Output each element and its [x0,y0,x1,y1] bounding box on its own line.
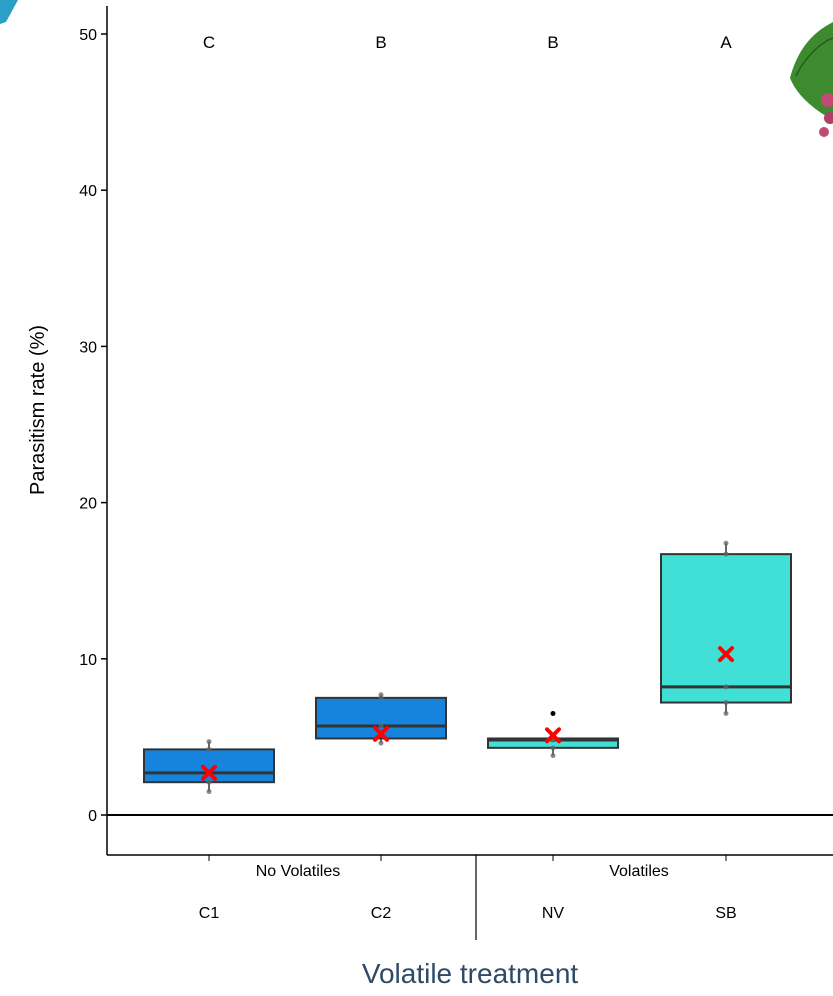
plant-image [790,22,833,137]
mean-marker-stroke [718,646,734,663]
data-point [206,789,212,795]
x-category-label: SB [715,905,736,922]
y-tick-label: 50 [79,27,97,44]
data-point [378,692,384,698]
data-point [206,739,212,745]
mean-marker [373,725,389,742]
y-axis-label: Parasitism rate (%) [27,325,49,495]
x-group-label: Volatiles [609,863,669,880]
data-point [550,745,556,751]
significance-letter: C [203,33,215,52]
mean-marker-stroke [545,727,561,744]
mean-marker [545,727,561,744]
mean-marker-stroke [201,764,217,781]
y-tick-label: 20 [79,496,97,513]
data-point [723,551,729,557]
boxes-layer [143,540,792,795]
data-point [206,779,212,785]
data-point [206,746,212,752]
x-category-label: C2 [371,905,392,922]
mean-marker-stroke [373,725,389,742]
significance-letter: A [720,33,732,52]
box-C1 [143,739,275,795]
x-category-label: NV [542,905,565,922]
logo-fragment [0,0,18,24]
x-labels-layer: C C1 B C2 B NV A SB No Volatiles Volatiles [199,33,737,922]
significance-letter: B [547,33,558,52]
y-tick-label: 40 [79,183,97,200]
y-tick-label: 0 [88,808,97,825]
x-axis-label: Volatile treatment [362,958,579,989]
significance-letter: B [375,33,386,52]
mean-marker [201,764,217,781]
y-tick-label: 10 [79,652,97,669]
data-point [550,753,556,759]
box-body [143,748,275,784]
data-point [378,723,384,729]
box-NV [487,710,619,759]
data-point [378,740,384,746]
data-point [723,684,729,690]
box-C2 [315,692,447,746]
y-ticks: 0 10 20 30 40 50 [79,27,107,825]
outlier-point [550,710,556,716]
mean-marker [718,646,734,663]
x-category-label: C1 [199,905,220,922]
y-tick-label: 30 [79,339,97,356]
box-SB [660,540,792,716]
box-body [660,553,792,704]
data-point [723,540,729,546]
data-point [723,700,729,706]
x-group-label: No Volatiles [256,863,341,880]
data-point [723,710,729,716]
